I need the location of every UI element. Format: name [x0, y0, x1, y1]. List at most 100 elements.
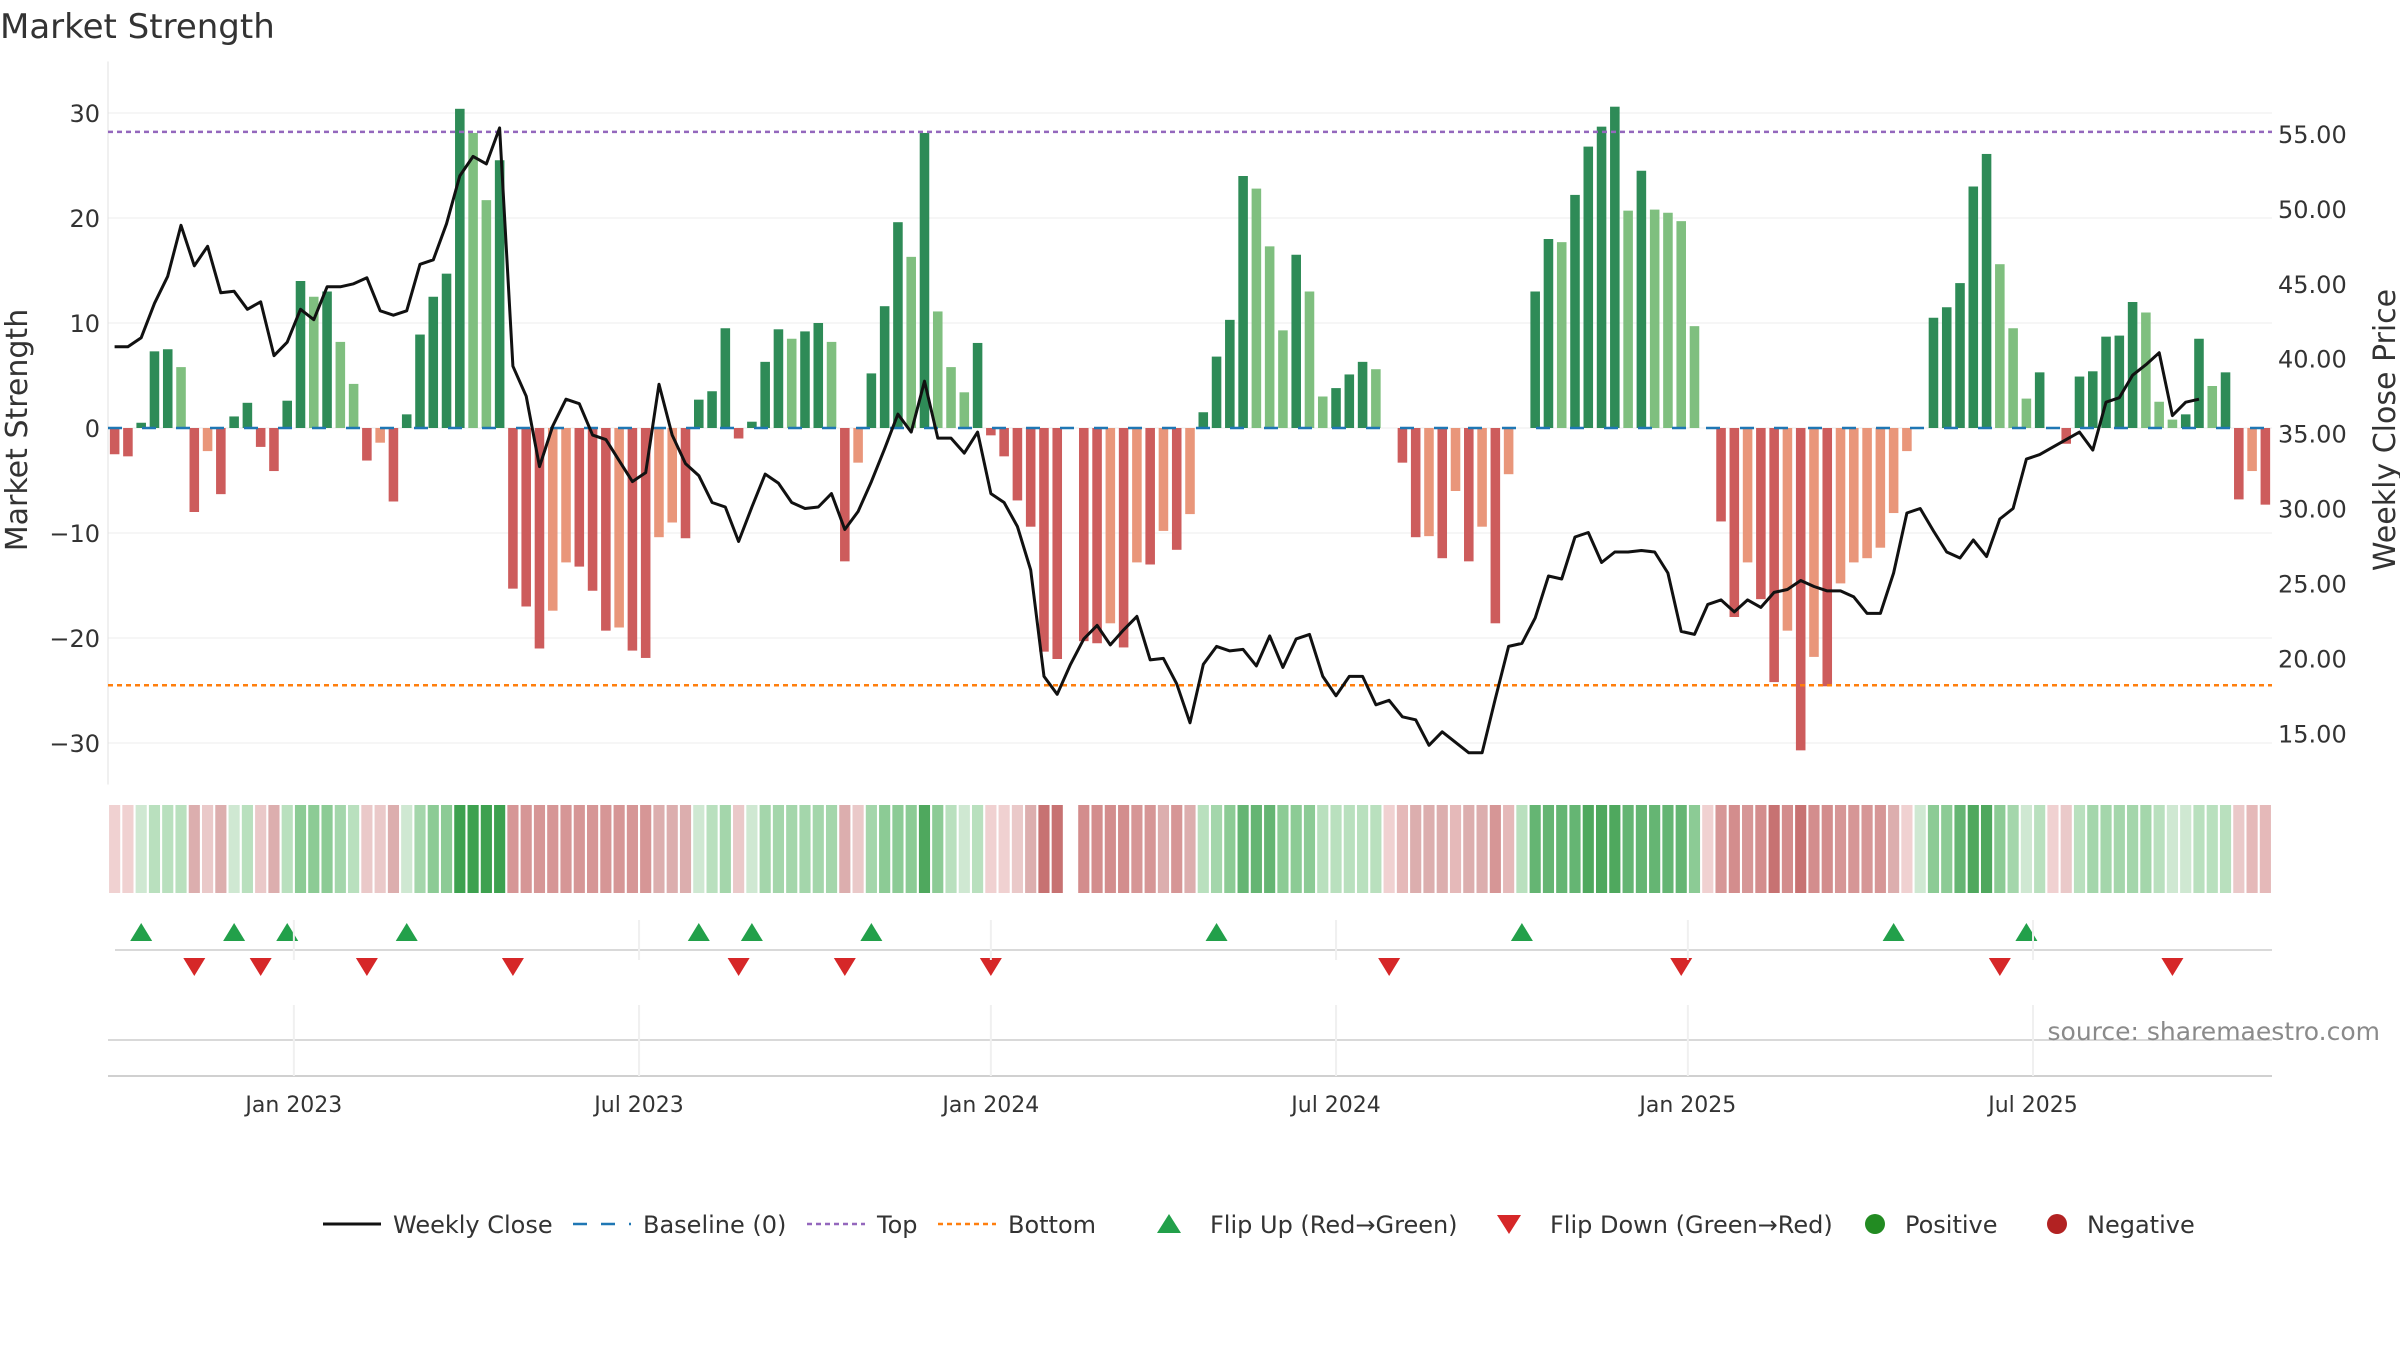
regime-cell	[972, 805, 984, 893]
regime-cell	[294, 805, 307, 893]
regime-cell	[494, 805, 506, 893]
strength-bar	[335, 341, 346, 428]
regime-cell	[1967, 805, 1979, 893]
regime-cell	[1635, 805, 1647, 893]
right-tick-label: 50.00	[2278, 196, 2347, 224]
regime-cell	[892, 805, 904, 893]
strength-bar	[1795, 428, 1806, 751]
strength-bar	[1371, 369, 1381, 428]
regime-cell	[1277, 805, 1289, 893]
strength-bar	[1530, 291, 1540, 428]
regime-cell	[1529, 805, 1541, 893]
flip-up-marker	[740, 923, 763, 941]
regime-cell	[1848, 805, 1860, 893]
flip-down-marker	[727, 958, 750, 976]
strength-bar	[667, 428, 678, 523]
regime-cell	[679, 805, 692, 893]
legend-item: Positive	[1865, 1211, 1998, 1239]
regime-cell	[706, 805, 718, 893]
legend-label: Flip Down (Green→Red)	[1550, 1211, 1833, 1239]
flip-down-marker	[249, 958, 272, 976]
regime-cell	[733, 805, 745, 893]
regime-cell	[241, 805, 253, 893]
strength-bar	[1344, 374, 1355, 428]
regime-cell	[1224, 805, 1236, 893]
regime-cell	[1436, 805, 1448, 893]
regime-cell	[387, 805, 400, 893]
regime-cell	[2007, 805, 2019, 893]
strength-bar	[295, 281, 306, 428]
strength-bar	[1729, 428, 1740, 617]
regime-cell	[653, 805, 665, 893]
strength-bar	[189, 428, 200, 512]
strength-bar	[308, 296, 319, 428]
flip-up-marker	[1205, 923, 1228, 941]
flip-down-marker	[355, 958, 378, 976]
strength-bar	[1317, 396, 1328, 428]
regime-cell	[1131, 805, 1143, 893]
strength-bar	[813, 323, 824, 428]
regime-cell	[1901, 805, 1913, 893]
right-tick-label: 25.00	[2278, 570, 2347, 598]
regime-cell	[1715, 805, 1727, 893]
x-tick-label: Jan 2024	[940, 1093, 1039, 1118]
right-tick-label: 35.00	[2278, 421, 2347, 449]
regime-cell	[1264, 805, 1276, 893]
strength-bar	[2234, 428, 2244, 500]
left-tick-label: −10	[49, 520, 100, 548]
strength-bar	[1238, 176, 1248, 428]
regime-cell	[1834, 805, 1847, 893]
strength-bar	[2207, 386, 2218, 428]
strength-bar	[1211, 356, 1222, 428]
strength-bar	[1092, 428, 1102, 644]
regime-cell	[1954, 805, 1966, 893]
strength-bar	[1304, 291, 1315, 428]
regime-cell	[1755, 805, 1767, 893]
regime-cell	[109, 805, 121, 893]
regime-cell	[1808, 805, 1820, 893]
right-axis-ticks: 55.00 50.00 45.00 40.00 35.00 30.00 25.00 20.00…	[2278, 121, 2347, 748]
flip-down-marker	[183, 958, 206, 976]
regime-cell	[626, 805, 638, 893]
left-axis-title: Market Strength	[0, 309, 35, 551]
right-tick-label: 15.00	[2278, 720, 2347, 748]
strength-bar	[1849, 428, 1859, 563]
x-tick-label: Jul 2025	[1986, 1093, 2078, 1118]
regime-cell	[1290, 805, 1302, 893]
strength-bar	[216, 428, 226, 495]
strength-bar	[149, 351, 160, 428]
strength-bar	[800, 331, 810, 428]
regime-cell	[1569, 805, 1581, 893]
strength-bar	[1941, 307, 1952, 428]
regime-cell	[958, 805, 970, 893]
regime-cell	[2219, 805, 2232, 893]
strength-bar	[999, 428, 1009, 457]
flip-down-marker	[1988, 958, 2011, 976]
regime-cell	[786, 805, 798, 893]
left-tick-label: 30	[69, 100, 100, 128]
regime-cell	[1516, 805, 1528, 893]
left-tick-label: −30	[49, 730, 100, 758]
regime-cell	[1011, 805, 1023, 893]
legend-label: Bottom	[1008, 1211, 1096, 1239]
strength-bar	[840, 428, 850, 562]
weekly-close-line	[114, 126, 2200, 755]
regime-cell	[1768, 805, 1780, 893]
regime-cell	[1025, 805, 1037, 893]
strength-bar	[1981, 153, 1992, 428]
right-tick-label: 40.00	[2278, 346, 2347, 374]
flip-up-marker	[2015, 923, 2038, 941]
regime-cell	[1489, 805, 1501, 893]
strength-bar	[932, 311, 943, 428]
strength-bar	[2034, 372, 2045, 428]
strength-bar	[1583, 146, 1594, 428]
regime-cell	[480, 805, 492, 893]
strength-bar	[202, 428, 213, 452]
reference-lines	[108, 130, 2272, 687]
strength-bar	[1610, 106, 1620, 428]
regime-cell	[1503, 805, 1515, 893]
regime-cell	[414, 805, 426, 893]
regime-cell	[281, 805, 293, 893]
regime-cell	[1742, 805, 1754, 893]
